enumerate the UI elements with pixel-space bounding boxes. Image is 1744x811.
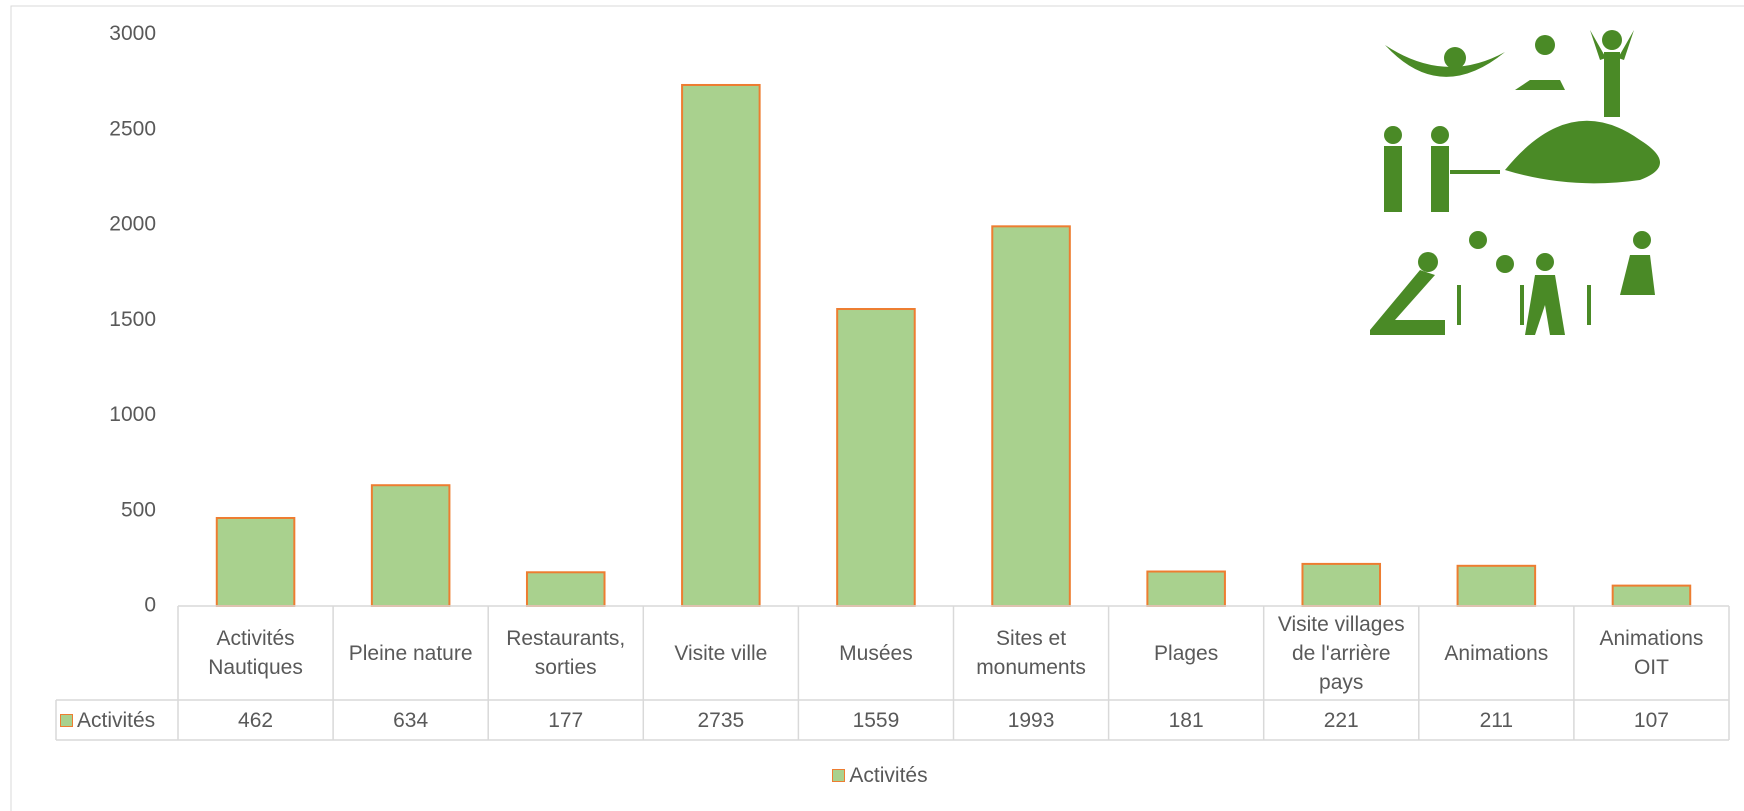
x-tick-label: Pleine nature xyxy=(348,641,473,665)
bar xyxy=(370,484,451,607)
y-tick-label: 1500 xyxy=(109,308,156,331)
x-tick-label: Musées xyxy=(839,641,913,665)
chart-border xyxy=(10,5,1744,811)
bar xyxy=(215,516,296,608)
y-tick-label: 0 xyxy=(144,594,156,617)
table-value: 2735 xyxy=(697,708,745,732)
table-value: 1559 xyxy=(852,708,900,732)
legend-key xyxy=(60,713,73,727)
x-tick-label: Sites et monuments xyxy=(976,627,1086,679)
table-value: 462 xyxy=(238,708,274,732)
bar xyxy=(1301,562,1382,607)
legend-key xyxy=(832,768,846,782)
bar xyxy=(1611,584,1692,608)
x-tick-label: Activités Nautiques xyxy=(208,627,303,679)
table-value: 221 xyxy=(1323,708,1359,732)
bar xyxy=(1146,570,1226,607)
table-value: 1993 xyxy=(1007,708,1055,732)
table-value: 107 xyxy=(1633,708,1669,732)
bar xyxy=(836,308,916,607)
x-tick-label: Restaurants, sorties xyxy=(506,627,626,679)
table-value: 634 xyxy=(393,708,429,732)
bar xyxy=(525,571,606,607)
x-tick-label: Plages xyxy=(1154,641,1219,665)
table-value: 211 xyxy=(1479,708,1514,732)
y-tick-label: 1000 xyxy=(109,403,156,426)
bar xyxy=(991,225,1071,607)
bar xyxy=(1456,564,1537,608)
bar xyxy=(681,83,761,608)
x-tick-label: Animations OIT xyxy=(1599,627,1704,679)
x-tick-label: Visite ville xyxy=(674,641,768,665)
decorative-icons xyxy=(1370,30,1660,335)
table-series-name: Activités xyxy=(56,700,178,740)
x-tick-label: Animations xyxy=(1444,641,1549,665)
x-tick-label: Visite villages de l'arrière pays xyxy=(1277,612,1405,694)
table-value: 177 xyxy=(548,708,584,732)
legend-label: Activités xyxy=(780,760,980,790)
y-tick-label: 2000 xyxy=(109,213,156,236)
y-tick-label: 3000 xyxy=(109,22,156,45)
table-value: 181 xyxy=(1168,708,1204,732)
y-tick-label: 500 xyxy=(121,498,156,521)
y-tick-label: 2500 xyxy=(109,117,156,140)
